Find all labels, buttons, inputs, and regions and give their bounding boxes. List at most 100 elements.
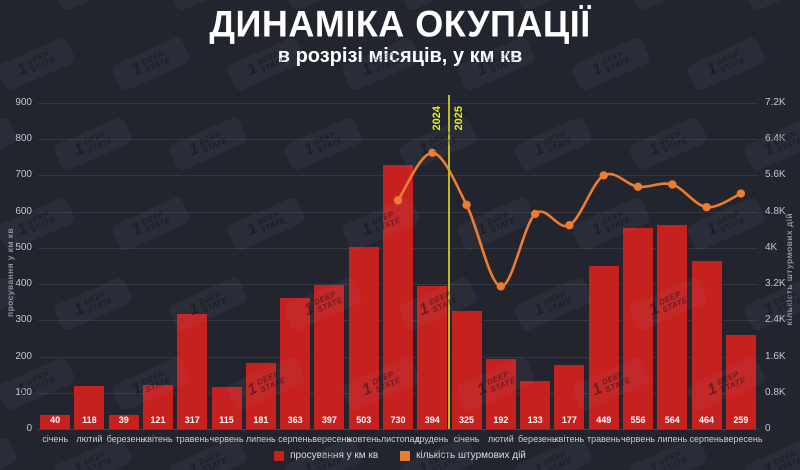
bar (725, 335, 756, 429)
bar (74, 386, 105, 429)
month-label: червень (209, 434, 244, 444)
year-label-2024: 2024 (431, 106, 444, 131)
bar (314, 285, 345, 429)
legend-swatch-assaults (400, 450, 411, 461)
legend: просування у км кв кількість штурмових д… (0, 450, 800, 461)
month-label: травень (586, 434, 621, 444)
bar-value-label: 259 (733, 415, 749, 425)
bar-value-label: 564 (664, 415, 680, 425)
right-axis-tick-label: 4.8K (765, 205, 786, 217)
left-axis-tick-label: 300 (15, 314, 32, 326)
line-point-marker (565, 221, 574, 230)
bar (588, 266, 619, 429)
bar-value-label: 503 (356, 415, 372, 425)
bar (451, 311, 482, 429)
bar-value-label: 39 (118, 415, 129, 425)
bar-value-label: 317 (184, 415, 200, 425)
line-point-marker (702, 202, 711, 212)
right-axis-tick-label: 0.8K (765, 386, 786, 398)
right-axis-tick-label: 6.4K (765, 133, 786, 145)
line-point-marker (462, 200, 471, 210)
legend-item-assaults: кількість штурмових дій (400, 450, 526, 461)
month-label: травень (175, 434, 210, 444)
left-axis-tick-label: 600 (15, 205, 32, 217)
line-point-marker (736, 189, 746, 198)
bar (657, 224, 688, 429)
left-axis-tick-label: 200 (15, 350, 32, 362)
bar-value-label: 115 (219, 415, 234, 425)
bar-value-label: 133 (527, 415, 543, 425)
month-label: квітень (554, 434, 585, 444)
bar-value-label: 177 (561, 415, 577, 425)
bar-value-label: 464 (699, 415, 715, 425)
month-label: липень (245, 434, 276, 444)
legend-item-advance: просування у км кв (274, 450, 378, 461)
bar (245, 363, 276, 429)
left-axis-tick-label: 400 (15, 278, 32, 290)
left-axis-tick-label: 800 (15, 133, 32, 145)
month-label: березень (106, 434, 146, 444)
right-axis-tick-label: 4K (765, 241, 778, 253)
bar (417, 286, 448, 429)
month-label: квітень (143, 434, 173, 444)
month-label: серпень (278, 434, 313, 444)
bar-value-label: 325 (459, 415, 475, 425)
bar-value-label: 121 (150, 415, 166, 425)
month-label: березень (518, 434, 557, 444)
bar-value-label: 556 (630, 415, 646, 425)
bar (108, 414, 139, 429)
left-axis-tick-label: 900 (15, 97, 32, 108)
bar (691, 260, 722, 429)
bar (40, 414, 71, 429)
bar-value-label: 363 (287, 415, 303, 425)
month-label: серпень (689, 434, 724, 444)
left-axis-tick-label: 100 (15, 386, 32, 398)
bar (623, 227, 653, 429)
month-label: лютий (76, 434, 103, 444)
bar-value-label: 730 (390, 415, 406, 425)
right-axis-tick-label: 7.2K (765, 97, 786, 108)
legend-swatch-advance (274, 450, 285, 461)
month-label: січень (42, 434, 69, 444)
bar (383, 164, 413, 429)
chart-header: ДИНАМІКА ОКУПАЦІЇ в розрізі місяців, у к… (0, 0, 800, 68)
bar (485, 359, 516, 429)
left-axis-tick-label: 0 (26, 423, 32, 434)
month-label: липень (657, 434, 688, 444)
bar (143, 385, 173, 429)
month-label: червень (620, 434, 655, 444)
bar-value-label: 181 (253, 415, 269, 425)
legend-label-advance: просування у км кв (290, 450, 379, 461)
bar-value-label: 192 (493, 415, 509, 425)
right-axis-tick-label: 5.6K (765, 169, 786, 181)
gridline (38, 139, 758, 141)
left-axis-title: просування у км кв (5, 228, 15, 317)
line-point-marker (633, 182, 643, 191)
right-axis-tick-label: 1.6K (765, 350, 786, 362)
bar (348, 246, 379, 429)
gridline (38, 429, 758, 430)
bar (211, 387, 242, 429)
month-label: жовтень (346, 434, 381, 444)
bar-value-label: 397 (321, 415, 337, 425)
left-axis-tick-label: 700 (15, 169, 32, 181)
bar-value-label: 40 (50, 415, 61, 425)
month-label: грудень (416, 434, 449, 444)
month-label: січень (453, 434, 480, 444)
left-axis-tick-label: 500 (15, 241, 32, 253)
page-subtitle: в розрізі місяців, у км кв (277, 44, 523, 67)
bar-value-label: 449 (596, 415, 612, 425)
month-label: листопад (380, 434, 420, 444)
bar-value-label: 118 (82, 415, 97, 425)
gridline (38, 103, 758, 104)
legend-label-assaults: кількість штурмових дій (416, 450, 526, 461)
bar (177, 314, 208, 429)
line-point-marker (668, 180, 677, 189)
bar (554, 364, 585, 429)
bar (520, 380, 551, 429)
month-label: вересень (312, 434, 352, 444)
line-point-marker (428, 148, 437, 158)
bar-value-label: 394 (424, 415, 440, 425)
